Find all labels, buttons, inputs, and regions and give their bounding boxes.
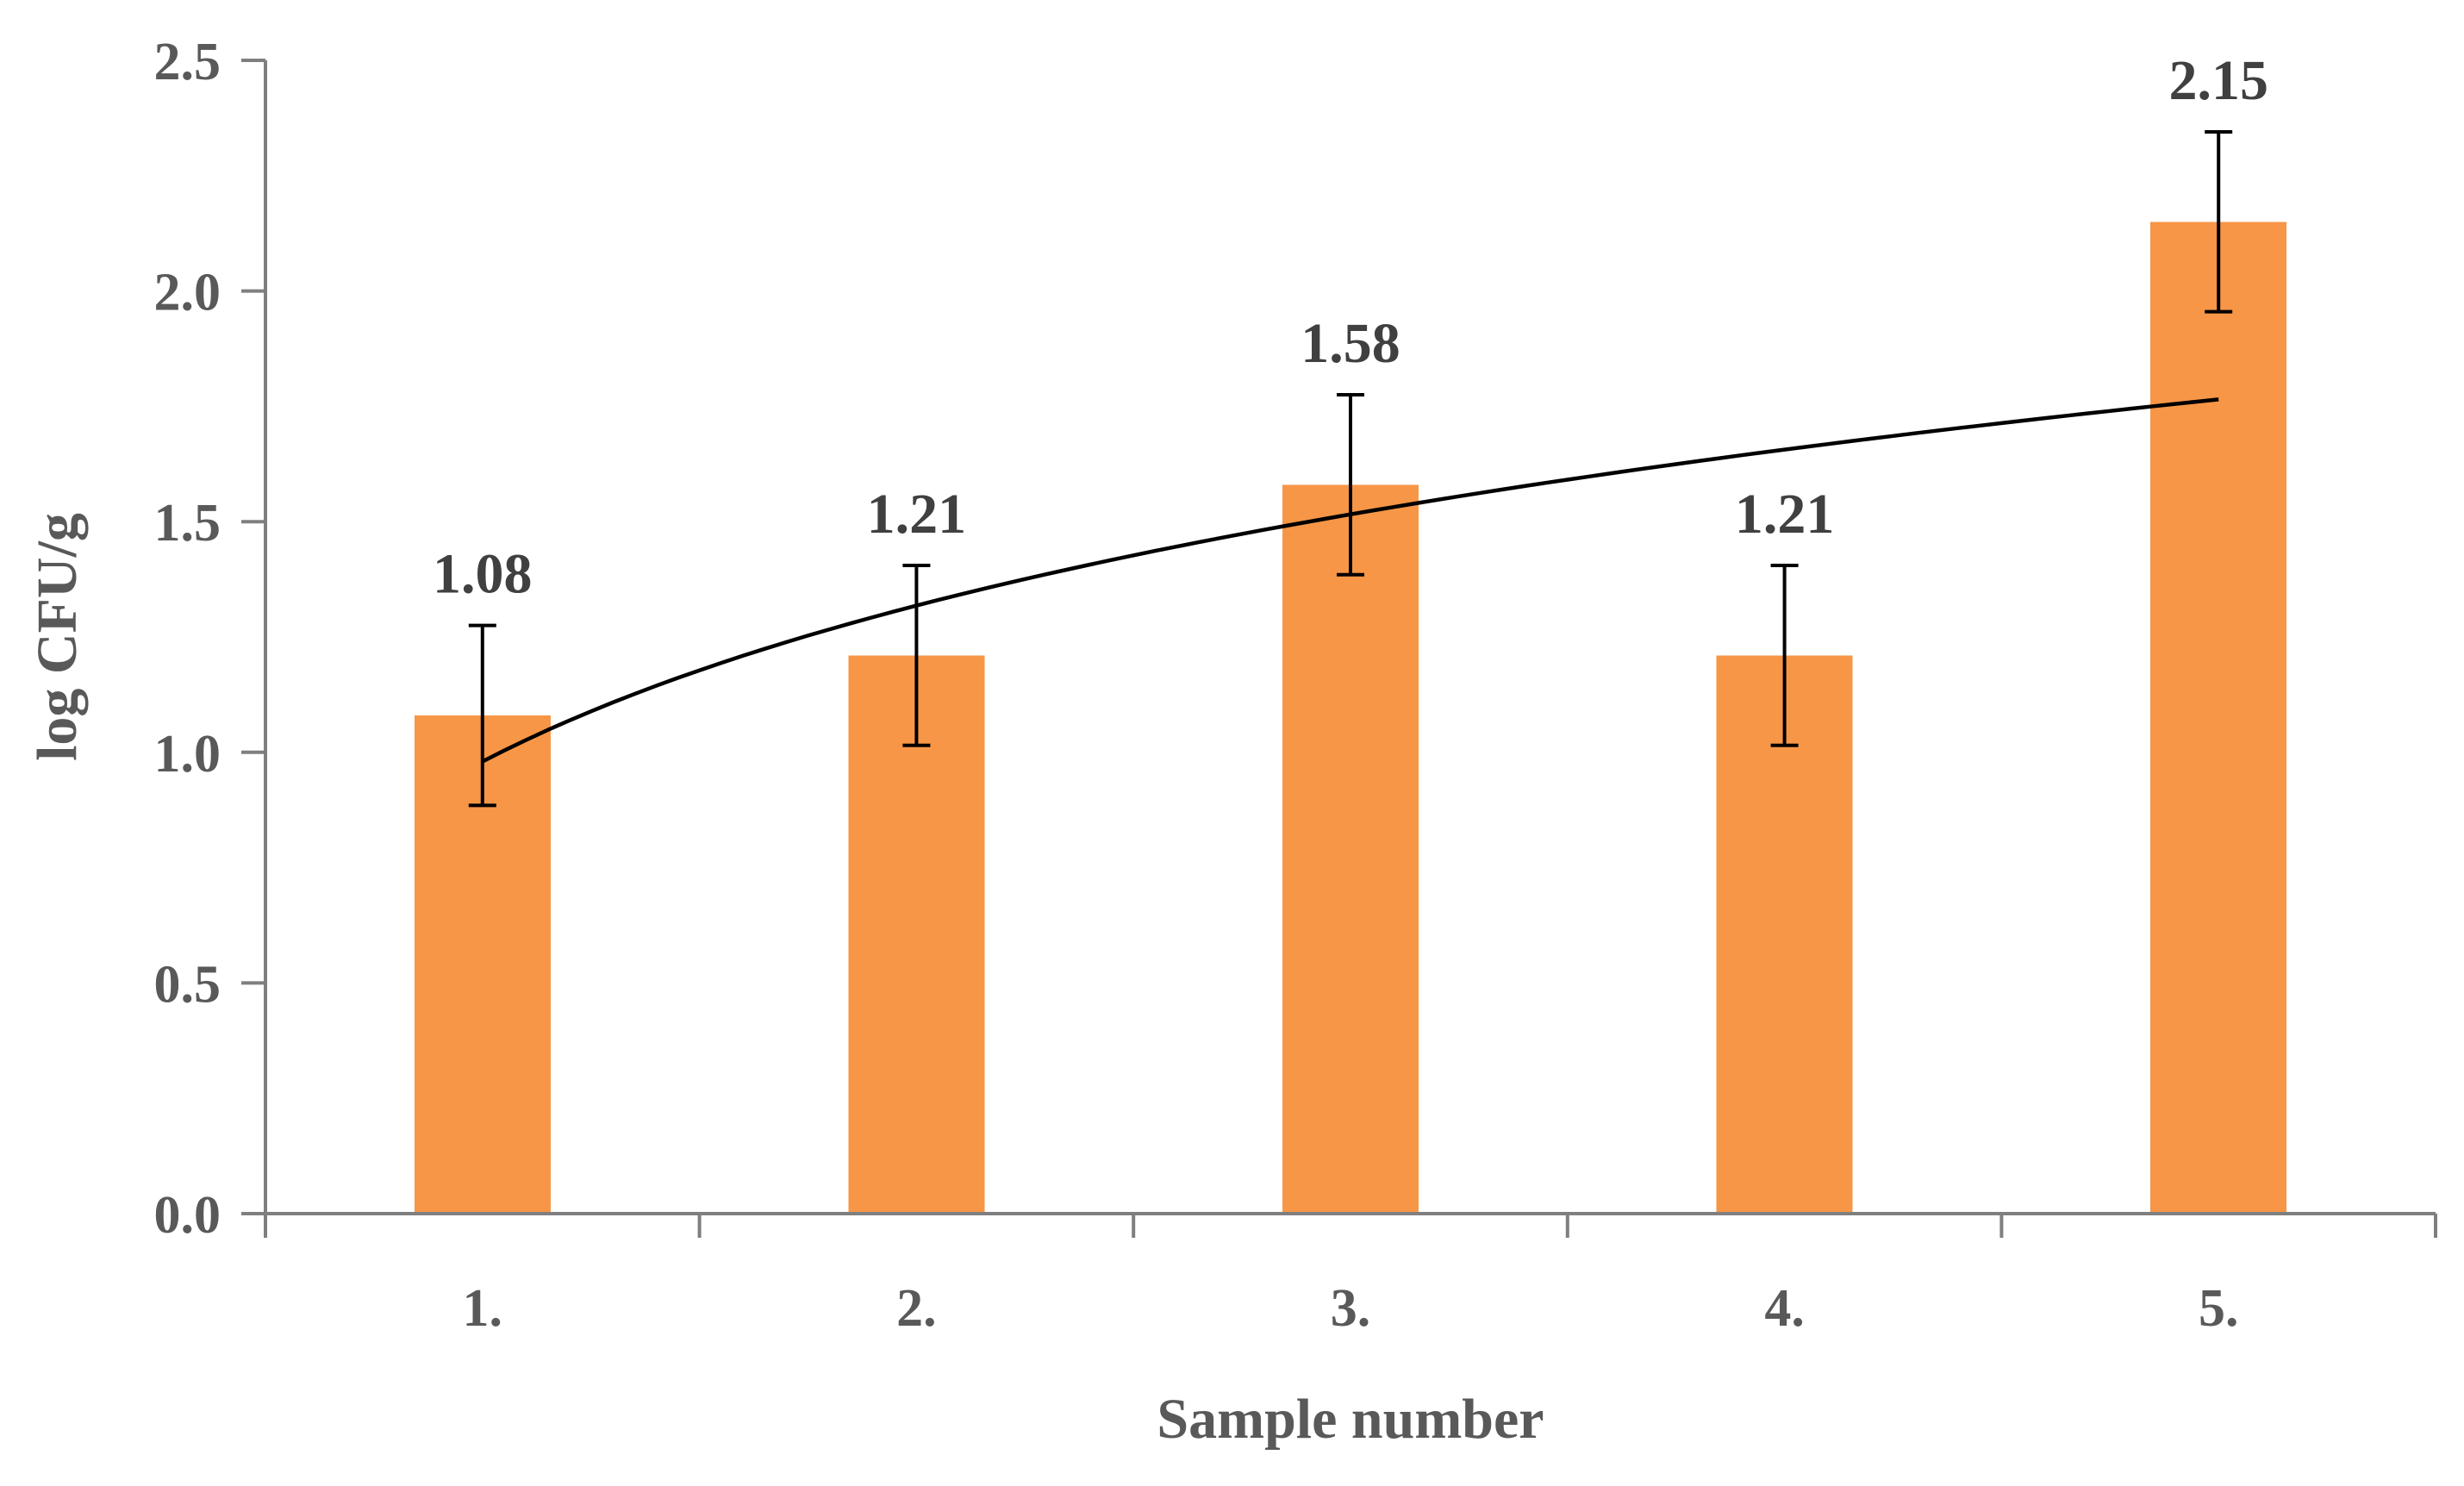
x-tick-label: 2. [896,1279,937,1338]
bar [848,655,985,1214]
y-tick-label: 0.0 [154,1186,221,1245]
error-bar [902,564,931,747]
x-tick-label: 4. [1764,1279,1805,1338]
bars-group [414,222,2287,1214]
error-bar [1337,393,1364,577]
y-axis-title: log CFU/g [26,513,89,761]
data-label: 1.21 [867,483,967,546]
y-tick-label: 0.5 [154,955,221,1014]
y-tick-label: 1.5 [154,494,221,553]
x-ticks-group: 1. 2. 3. 4. 5. [264,1214,2437,1338]
error-bars-group [468,129,2233,808]
y-tick-label: 1.0 [154,725,221,784]
bar [2150,222,2287,1214]
x-tick-label: 3. [1331,1279,1371,1338]
x-tick-label: 1. [463,1279,503,1338]
x-axis-title: Sample number [1157,1388,1544,1451]
data-labels-group: 1.08 1.21 1.58 1.21 2.15 [433,49,2268,606]
trendline [481,397,2219,764]
data-label: 2.15 [2168,49,2268,112]
bar [1716,655,1853,1214]
error-bar [2205,129,2233,314]
error-bar [1770,564,1799,747]
x-tick-label: 5. [2199,1279,2239,1338]
bar [1282,484,1419,1214]
y-tick-label: 2.5 [154,33,221,91]
data-label: 1.21 [1735,483,1835,546]
data-label: 1.58 [1301,312,1400,375]
error-bar [468,623,496,808]
y-tick-label: 2.0 [154,264,221,322]
data-label: 1.08 [433,543,533,606]
y-ticks-group: 0.0 0.5 1.0 1.5 2.0 2.5 [154,33,265,1245]
